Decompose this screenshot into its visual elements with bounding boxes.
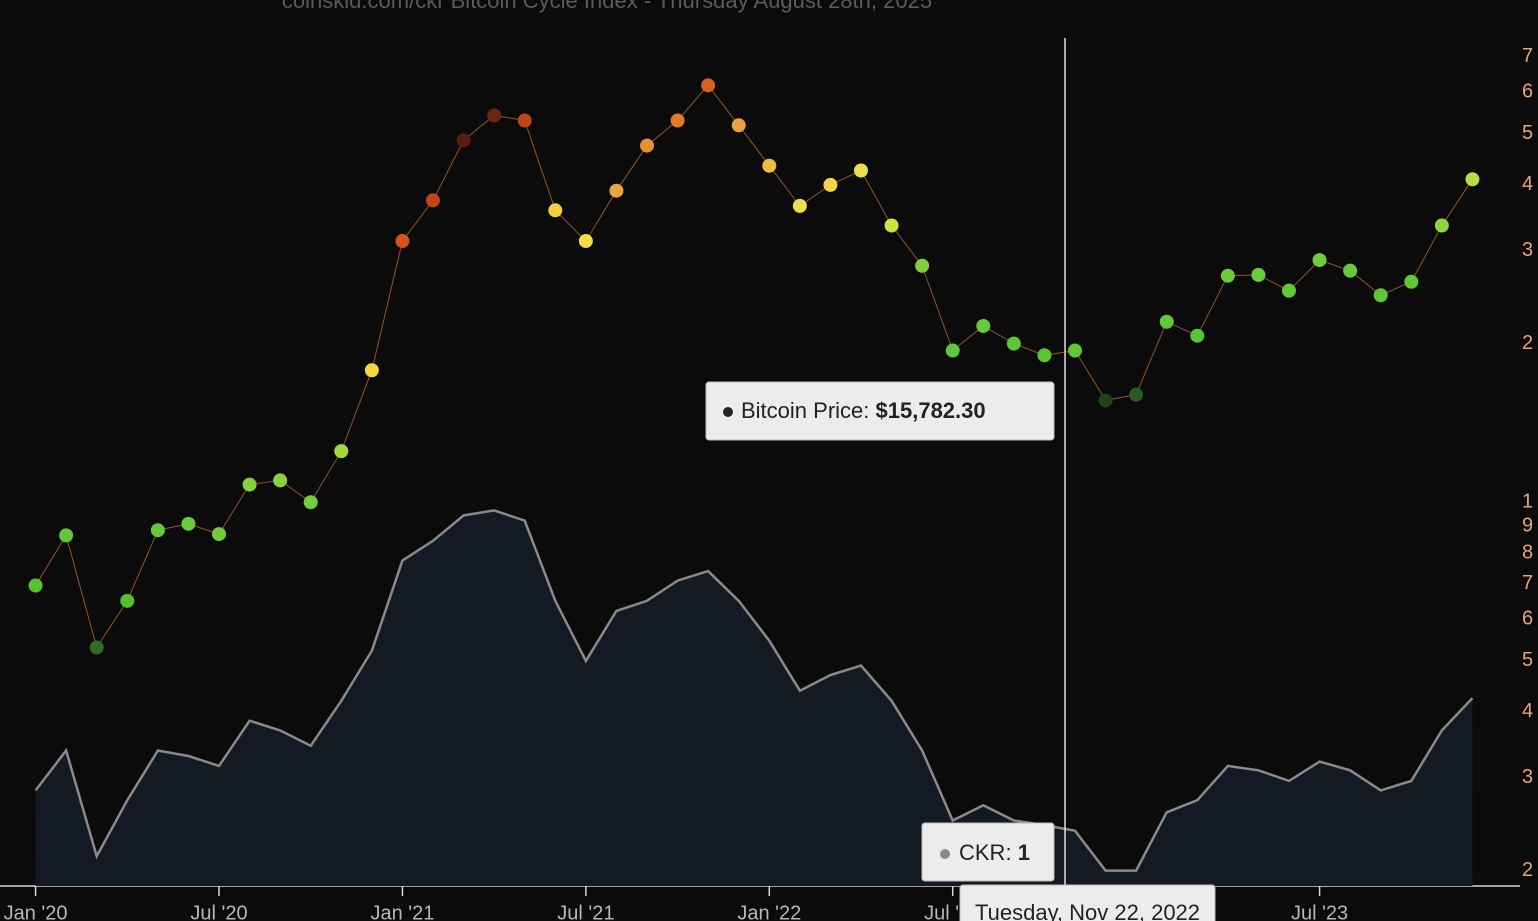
tooltip-bullet bbox=[940, 849, 950, 859]
y-tick-label: 2 bbox=[1522, 859, 1533, 881]
price-dot bbox=[609, 183, 624, 198]
price-dot bbox=[578, 234, 593, 249]
price-dot bbox=[701, 78, 716, 93]
price-dot bbox=[1129, 387, 1144, 402]
price-dot bbox=[945, 343, 960, 358]
tooltip-value: 1 bbox=[1018, 840, 1030, 865]
price-dot bbox=[1404, 274, 1419, 289]
price-dot bbox=[303, 495, 318, 510]
price-dot bbox=[1190, 328, 1205, 343]
price-dot bbox=[212, 527, 226, 542]
y-tick-label: 3 bbox=[1522, 239, 1533, 261]
price-dot bbox=[640, 138, 654, 153]
price-dot bbox=[517, 113, 532, 128]
price-dot bbox=[456, 133, 471, 148]
price-dot bbox=[487, 108, 502, 123]
x-tick-label: Jan '22 bbox=[737, 902, 801, 921]
x-tick-label: Jan '20 bbox=[4, 902, 68, 921]
tooltip-label: CKR: bbox=[959, 840, 1012, 865]
price-dot bbox=[1037, 348, 1052, 363]
price-dot bbox=[150, 523, 165, 538]
price-line bbox=[35, 84, 1473, 649]
price-tooltip bbox=[705, 381, 1055, 441]
y-tick-label: 4 bbox=[1522, 700, 1533, 722]
x-tick-label: Jan '21 bbox=[370, 902, 434, 921]
y-tick-label: 8 bbox=[1522, 542, 1533, 564]
price-dot bbox=[1434, 218, 1449, 233]
y-tick-label: 9 bbox=[1522, 515, 1533, 537]
ckr-tooltip bbox=[921, 822, 1055, 882]
tooltip-label: Bitcoin Price: $15,782.30 bbox=[741, 398, 986, 423]
date-tooltip bbox=[959, 884, 1216, 921]
y-tick-label: 3 bbox=[1522, 766, 1533, 788]
price-dot bbox=[762, 158, 777, 173]
price-dot bbox=[854, 163, 868, 178]
y-tick-label: 2 bbox=[1522, 332, 1533, 354]
price-dot bbox=[792, 198, 807, 213]
price-dot bbox=[548, 203, 563, 218]
price-dot bbox=[1343, 263, 1358, 278]
price-dot bbox=[1068, 343, 1082, 358]
tooltips: Bitcoin Price: $15,782.30 CKR: 1 Tuesday… bbox=[705, 381, 1216, 921]
price-dot bbox=[181, 516, 196, 531]
y-tick-label: 7 bbox=[1522, 572, 1533, 594]
price-dot bbox=[823, 177, 838, 192]
y-tick-label: 1 bbox=[1522, 491, 1533, 513]
tooltip-date: Tuesday, Nov 22, 2022 bbox=[975, 900, 1200, 921]
price-dot bbox=[884, 218, 899, 233]
price-dot bbox=[59, 528, 74, 543]
tooltip-bullet bbox=[723, 407, 733, 417]
y-tick-label: 6 bbox=[1522, 607, 1533, 629]
price-dot bbox=[915, 258, 930, 273]
x-tick-label: Jul '20 bbox=[190, 902, 247, 921]
price-dot bbox=[1282, 283, 1296, 298]
price-dot bbox=[120, 593, 135, 608]
price-dot bbox=[1251, 267, 1266, 282]
y-tick-label: 6 bbox=[1522, 80, 1533, 102]
y-tick-label: 4 bbox=[1522, 173, 1533, 195]
price-dot bbox=[1373, 288, 1388, 303]
x-tick-label: Jul '23 bbox=[1291, 902, 1348, 921]
price-dot bbox=[426, 193, 440, 208]
price-dot bbox=[242, 477, 257, 492]
y-tick-label: 5 bbox=[1522, 649, 1533, 671]
price-dot bbox=[395, 234, 410, 249]
price-dot bbox=[731, 118, 746, 133]
ckr-area-fill bbox=[35, 510, 1473, 886]
price-dot bbox=[28, 578, 43, 593]
price-dot bbox=[976, 318, 991, 333]
chart-title: coinskid.com/ckr Bitcoin Cycle Index - T… bbox=[282, 0, 932, 13]
price-dot bbox=[1465, 172, 1480, 187]
tooltip-label: CKR: 1 bbox=[959, 840, 1030, 865]
price-dot bbox=[1006, 336, 1021, 351]
price-dots bbox=[28, 78, 1480, 655]
ckr-line bbox=[34, 509, 1474, 872]
y-tick-label: 7 bbox=[1522, 45, 1533, 67]
price-dot bbox=[364, 363, 379, 378]
tooltip-value: $15,782.30 bbox=[876, 398, 986, 423]
price-dot bbox=[670, 113, 685, 128]
tooltip-label: Bitcoin Price: bbox=[741, 398, 869, 423]
price-dot bbox=[273, 473, 288, 488]
price-dot bbox=[1159, 314, 1174, 329]
price-dot bbox=[89, 640, 104, 655]
price-dot bbox=[334, 444, 349, 459]
price-dot bbox=[1220, 268, 1235, 283]
x-tick-label: Jul '21 bbox=[557, 902, 614, 921]
ckr-area bbox=[34, 509, 1474, 886]
price-dot bbox=[1098, 393, 1113, 408]
y-tick-label: 5 bbox=[1522, 122, 1533, 144]
price-dot bbox=[1312, 253, 1327, 268]
